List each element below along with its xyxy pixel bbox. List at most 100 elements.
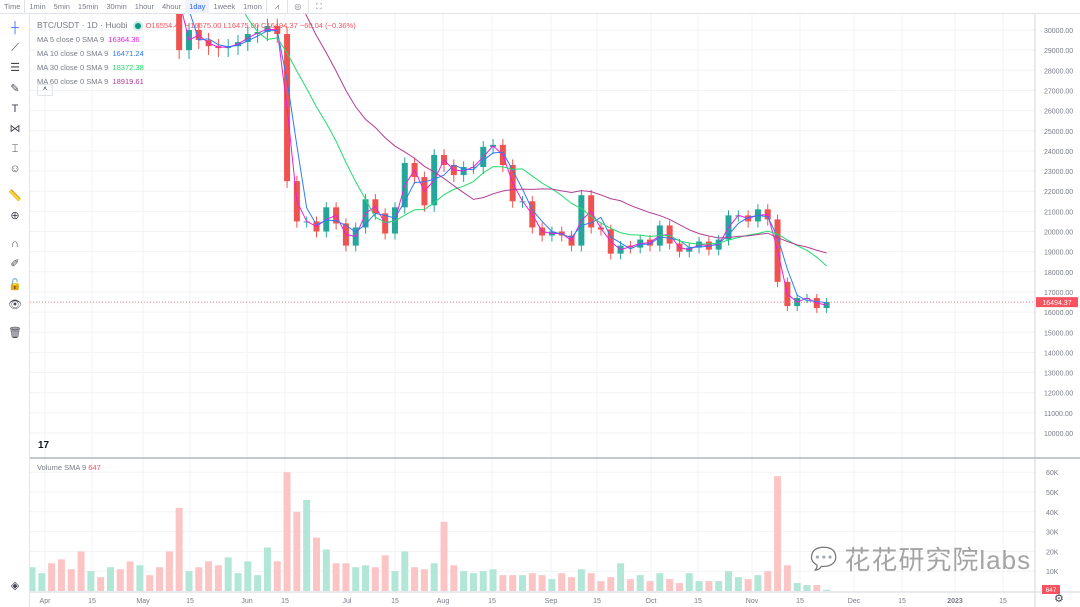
price-tick-label: 20000.00 [1044,230,1073,237]
volume-bar [254,575,262,591]
volume-bar [558,573,566,591]
volume-bar [273,561,281,591]
volume-bar [430,563,438,591]
timeframe-1hour[interactable]: 1hour [134,1,154,11]
pattern-icon[interactable]: ⋈ [9,123,21,135]
volume-tick-label: 20K [1046,549,1059,556]
volume-bar [401,551,409,591]
ma-label: MA 30 close 0 SMA 9 [37,63,109,72]
time-tick-label: 15 [88,598,96,605]
emoji-icon[interactable]: ☺ [9,163,21,175]
object-tree-icon[interactable]: ◈ [10,580,20,592]
measure-icon[interactable]: ⌶ [11,143,19,155]
volume-bar [803,585,811,591]
volume-bar [381,555,389,591]
volume-bar [666,579,674,591]
trend-line-icon[interactable]: ⟋ [11,42,19,54]
time-tick-label: Jul [343,598,352,605]
ma-legend-item[interactable]: MA 5 close 0 SMA 9 16364.36 [37,33,356,47]
volume-bar [764,571,772,591]
volume-bar [67,569,75,591]
price-tick-label: 25000.00 [1044,129,1073,136]
text-icon[interactable]: T [11,103,19,115]
timeframe-1week[interactable]: 1week [213,1,236,11]
time-tick-label: Oct [646,598,657,605]
crosshair-icon[interactable]: ┼ [11,22,19,34]
price-tick-label: 21000.00 [1044,209,1073,216]
time-tick-label: 15 [281,598,289,605]
divider [307,0,309,14]
ma-legend-item[interactable]: MA 30 close 0 SMA 9 18372.38 [37,61,356,75]
time-tick-label: 15 [796,598,804,605]
volume-label: Volume SMA 9 [37,463,87,472]
indicator-icon[interactable]: ⩘ [274,1,280,11]
timeframe-1day[interactable]: 1day [185,0,210,14]
volume-bar [38,573,46,591]
ma-value: 18919.61 [112,77,144,86]
collapse-legend-button[interactable]: ˄ [37,84,53,96]
volume-bar [77,551,85,591]
timeframe-15min[interactable]: 15min [77,1,99,11]
price-tick-label: 12000.00 [1044,391,1073,398]
price-tick-label: 15000.00 [1044,330,1073,337]
timeframe-1min[interactable]: 1min [29,1,46,11]
timeframe-time[interactable]: Time [4,1,21,11]
time-tick-label: Apr [40,598,52,605]
ma-legend-item[interactable]: MA 60 close 0 SMA 9 18919.61 [37,75,356,89]
chart-legend: BTC/USDT · 1D · Huobi O16554.45 H16675.00… [37,18,356,89]
time-tick-label: May [136,598,150,605]
candle [176,14,183,51]
time-tick-label: Dec [848,598,861,605]
magnet-icon[interactable]: ∩ [11,238,19,250]
time-tick-label: 15 [186,598,194,605]
ma-label: MA 5 close 0 SMA 9 [37,35,105,44]
volume-bar [695,581,703,591]
volume-bar [499,575,507,591]
price-tick-label: 14000.00 [1044,350,1073,357]
volume-bar [146,575,154,591]
ohlc-values: O16554.45 H16675.00 L16475.00 C16494.37 … [145,21,356,30]
ma-legend-item[interactable]: MA 10 close 0 SMA 9 16471.24 [37,47,356,61]
time-tick-label: 15 [999,598,1007,605]
timeframe-5min[interactable]: 5min [53,1,70,11]
trash-icon[interactable]: 🗑 [8,327,22,339]
eye-icon[interactable]: 👁 [8,299,22,311]
volume-bar [528,573,536,591]
timeframe-4hour[interactable]: 4hour [161,1,182,11]
volume-bar [205,561,213,591]
ruler-icon[interactable]: 📏 [8,190,22,202]
symbol-title[interactable]: BTC/USDT · 1D · Huobi [37,20,128,30]
volume-bar [754,575,762,591]
lock-drawing-icon[interactable]: ✐ [10,258,20,270]
price-tick-label: 26000.00 [1044,109,1073,116]
market-status-icon [134,23,141,30]
screenshot-icon[interactable]: ◎ [294,2,302,11]
price-tick-label: 16000.00 [1044,310,1073,317]
zoom-icon[interactable]: ⊕ [10,210,20,222]
fib-icon[interactable]: ☰ [10,62,20,74]
volume-bar [185,571,193,591]
volume-bar [30,567,36,591]
volume-bar [391,571,399,591]
timeframe-1mon[interactable]: 1mon [243,1,262,11]
volume-value: 647 [88,463,101,472]
volume-bar [823,589,831,591]
divider [286,0,288,14]
last-volume-label: 647 [1046,587,1057,594]
settings-gear-icon[interactable]: ⚙ [1054,593,1064,605]
lock-icon[interactable]: 🔓 [8,279,22,291]
volume-bar [538,575,546,591]
price-tick-label: 28000.00 [1044,68,1073,75]
time-tick-label: 15 [898,598,906,605]
fullscreen-icon[interactable]: ⛶ [316,1,322,11]
volume-bar [675,583,683,591]
volume-bar [715,581,723,591]
tradingview-logo[interactable]: 17 [38,440,50,451]
watermark: 💬 花花研究院labs [810,540,1031,577]
timeframe-30min[interactable]: 30min [106,1,127,11]
volume-bar [607,577,615,591]
volume-bar [136,565,144,591]
brush-icon[interactable]: ✎ [10,83,20,95]
volume-bar [597,581,605,591]
